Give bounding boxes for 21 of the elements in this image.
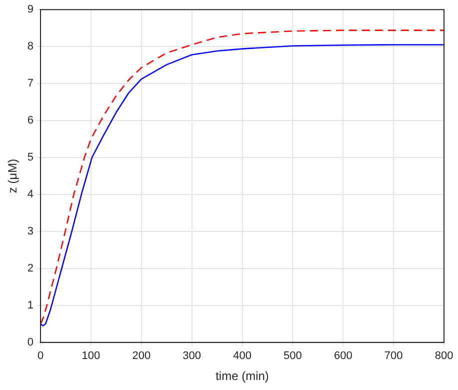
x-tick-label: 0 (37, 350, 44, 362)
x-tick-label: 300 (182, 350, 202, 362)
x-tick-label: 800 (434, 350, 454, 362)
y-tick-label: 1 (27, 299, 34, 312)
x-tick-label: 400 (233, 350, 252, 362)
y-axis-title: z (μM) (6, 158, 20, 194)
y-tick-label: 8 (27, 40, 34, 53)
y-tick-label: 2 (27, 262, 34, 274)
x-tick-label: 200 (132, 350, 151, 362)
y-tick-label: 5 (27, 152, 34, 164)
x-axis-title: time (min) (216, 369, 269, 384)
x-tick-label: 100 (82, 350, 100, 362)
y-tick-label: 0 (27, 336, 34, 348)
x-tick-label: 600 (334, 350, 352, 362)
y-tick-label: 6 (27, 114, 34, 127)
y-tick-label: 3 (27, 226, 34, 238)
y-tick-label: 7 (27, 78, 34, 90)
y-tick-label: 4 (27, 188, 34, 201)
x-tick-label: 700 (384, 350, 403, 362)
y-tick-label: 9 (27, 4, 34, 16)
x-tick-label: 500 (284, 350, 302, 362)
